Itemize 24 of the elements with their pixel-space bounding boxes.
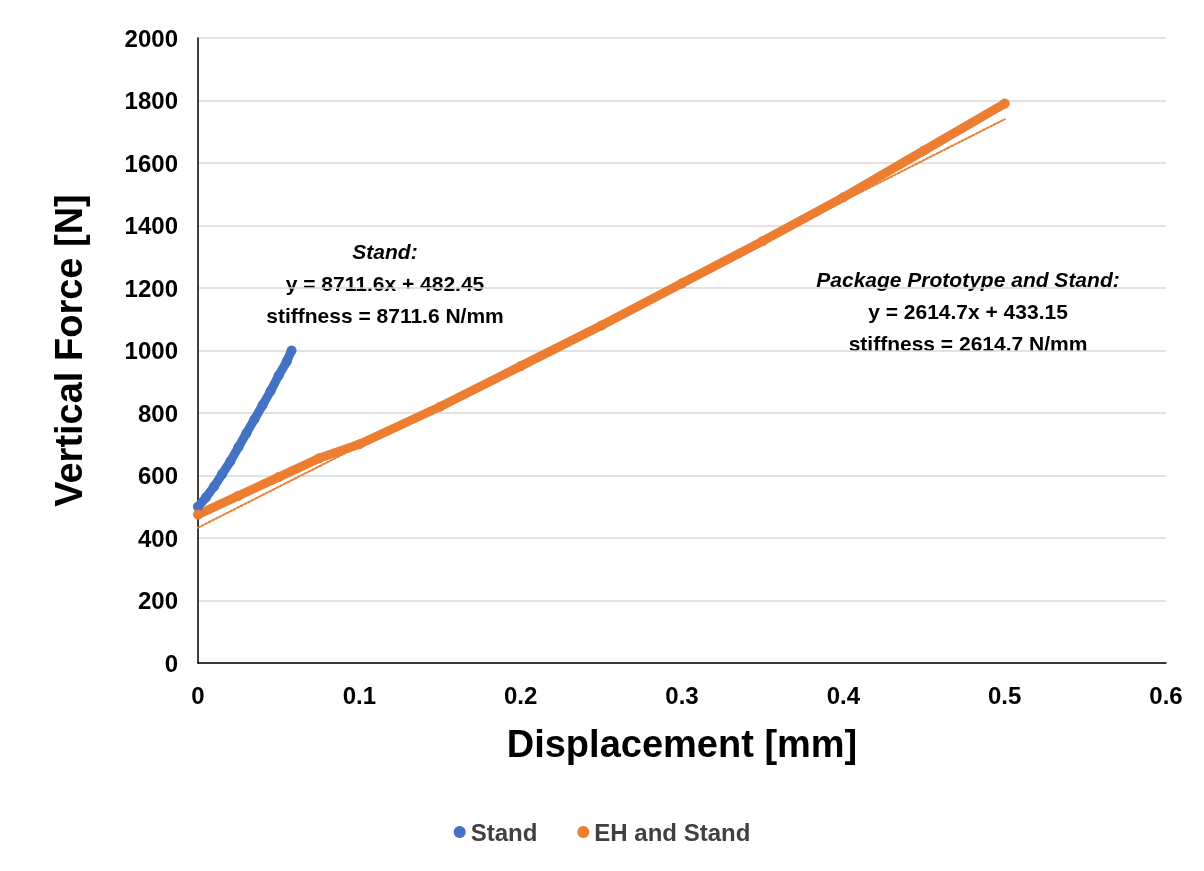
y-tick-label: 800 bbox=[137, 399, 178, 427]
x-tick-label: 0 bbox=[191, 681, 205, 709]
annotation: Package Prototype and Stand: y = 2614.7x + 433.15 stiffness = 2614.7 N/mm bbox=[816, 267, 1120, 355]
y-tick-label: 1800 bbox=[124, 87, 178, 114]
x-tick-label: 0.5 bbox=[987, 681, 1022, 709]
x-tick-label: 0.6 bbox=[1149, 681, 1183, 709]
y-axis-title: Vertical Force [N] bbox=[48, 194, 90, 507]
y-tick-label: 1600 bbox=[124, 149, 178, 177]
y-tick-label: 200 bbox=[137, 587, 178, 614]
y-tick-label: 2000 bbox=[124, 24, 178, 52]
x-axis-title: Displacement [mm] bbox=[506, 723, 858, 765]
x-tick-label: 0.2 bbox=[503, 681, 538, 709]
legend-label: Stand bbox=[470, 818, 538, 846]
y-tick-label: 1200 bbox=[124, 274, 178, 302]
y-tick-label: 1400 bbox=[124, 212, 178, 239]
y-tick-label: 600 bbox=[137, 462, 178, 489]
y-tick-label: 1000 bbox=[124, 337, 178, 364]
x-tick-label: 0.1 bbox=[342, 681, 377, 709]
annotation: Stand: y = 8711.6x + 482.45 stiffness = 8711.6 N/mm bbox=[266, 239, 504, 327]
x-tick-label: 0.4 bbox=[826, 681, 861, 709]
y-tick-label: 400 bbox=[137, 524, 178, 552]
x-tick-label: 0.3 bbox=[665, 681, 699, 709]
legend-label: EH and Stand bbox=[594, 818, 751, 846]
y-tick-label: 0 bbox=[164, 649, 178, 677]
